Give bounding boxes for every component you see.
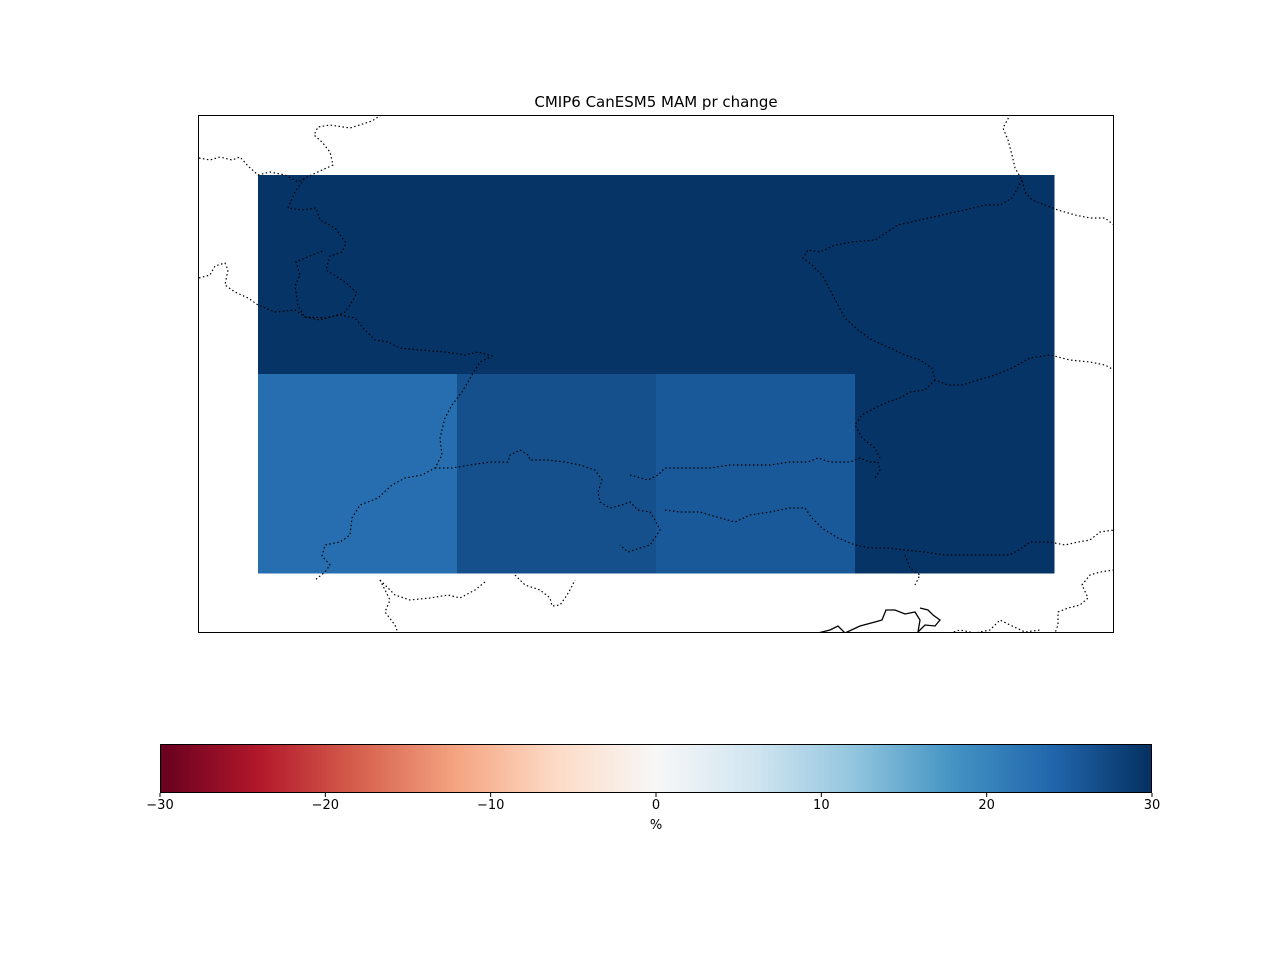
colorbar-tick-label-3: 0 (652, 798, 660, 813)
grid-cell-r0-c2 (656, 175, 856, 375)
border-line-8 (802, 179, 1114, 386)
colorbar-tick-label-5: 20 (978, 798, 995, 813)
border-line-6 (664, 507, 1114, 556)
colorbar-frame (160, 744, 1152, 793)
map-panel (198, 115, 1114, 633)
map-title: CMIP6 CanESM5 MAM pr change (534, 93, 777, 111)
border-line-12 (379, 579, 399, 633)
border-line-10 (904, 554, 921, 586)
colorbar-ticks: −30 −20 −10 0 10 20 30 (146, 793, 1160, 813)
colorbar-gradient (160, 744, 1152, 793)
colorbar-tick-label-4: 10 (813, 798, 830, 813)
colorbar: −30 −20 −10 0 10 20 30 % (146, 744, 1160, 833)
grid-cell-r1-c0 (258, 374, 458, 574)
grid-cell-r1-c1 (457, 374, 657, 574)
data-grid (258, 175, 1055, 574)
colorbar-tick-label-2: −10 (477, 798, 504, 813)
colorbar-tick-label-1: −20 (312, 798, 339, 813)
colorbar-tick-label-0: −30 (146, 798, 173, 813)
grid-cell-r1-c3 (855, 374, 1055, 574)
colorbar-tick-label-6: 30 (1144, 798, 1161, 813)
border-line-7 (1002, 115, 1114, 226)
grid-cell-r0-c3 (855, 175, 1055, 375)
border-line-4 (435, 449, 661, 553)
country-borders (198, 115, 1114, 633)
grid-cell-r1-c2 (656, 374, 856, 574)
grid-cell-r0-c1 (457, 175, 657, 375)
border-line-11 (1054, 569, 1114, 633)
border-line-5 (629, 457, 881, 481)
map-frame (198, 115, 1114, 633)
border-line-2 (198, 156, 306, 183)
border-line-15 (949, 619, 1041, 633)
grid-cell-r0-c0 (258, 175, 458, 375)
border-line-3 (198, 262, 494, 581)
coastline (817, 607, 941, 633)
colorbar-label: % (650, 818, 662, 833)
coastline-line (817, 607, 941, 633)
border-line-9 (854, 379, 936, 459)
